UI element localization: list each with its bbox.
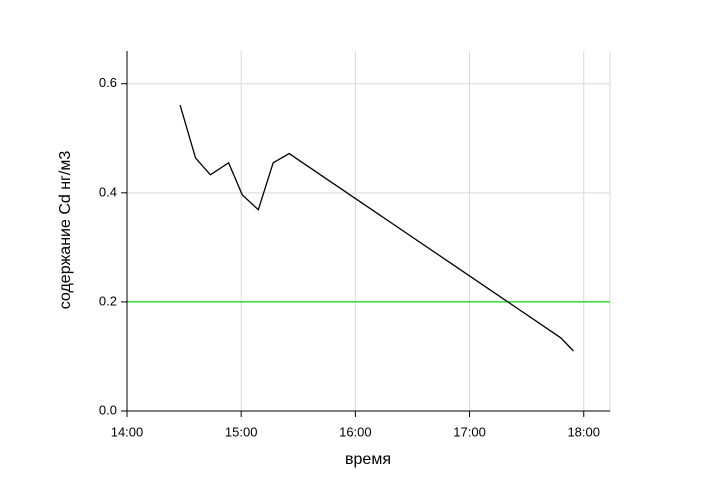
x-tick-label: 14:00: [111, 424, 144, 439]
y-tick-label: 0.6: [99, 75, 117, 90]
x-tick-label: 16:00: [339, 424, 372, 439]
x-tick-label: 18:00: [567, 424, 600, 439]
x-tick-label: 17:00: [453, 424, 486, 439]
data-line: [179, 104, 574, 352]
y-axis-title: содержание Cd нг/м3: [57, 151, 74, 310]
y-tick-label: 0.4: [99, 184, 117, 199]
x-axis-title: время: [345, 451, 391, 468]
y-tick-label: 0.2: [99, 293, 117, 308]
x-tick-label: 15:00: [225, 424, 258, 439]
y-tick-label: 0.0: [99, 402, 117, 417]
